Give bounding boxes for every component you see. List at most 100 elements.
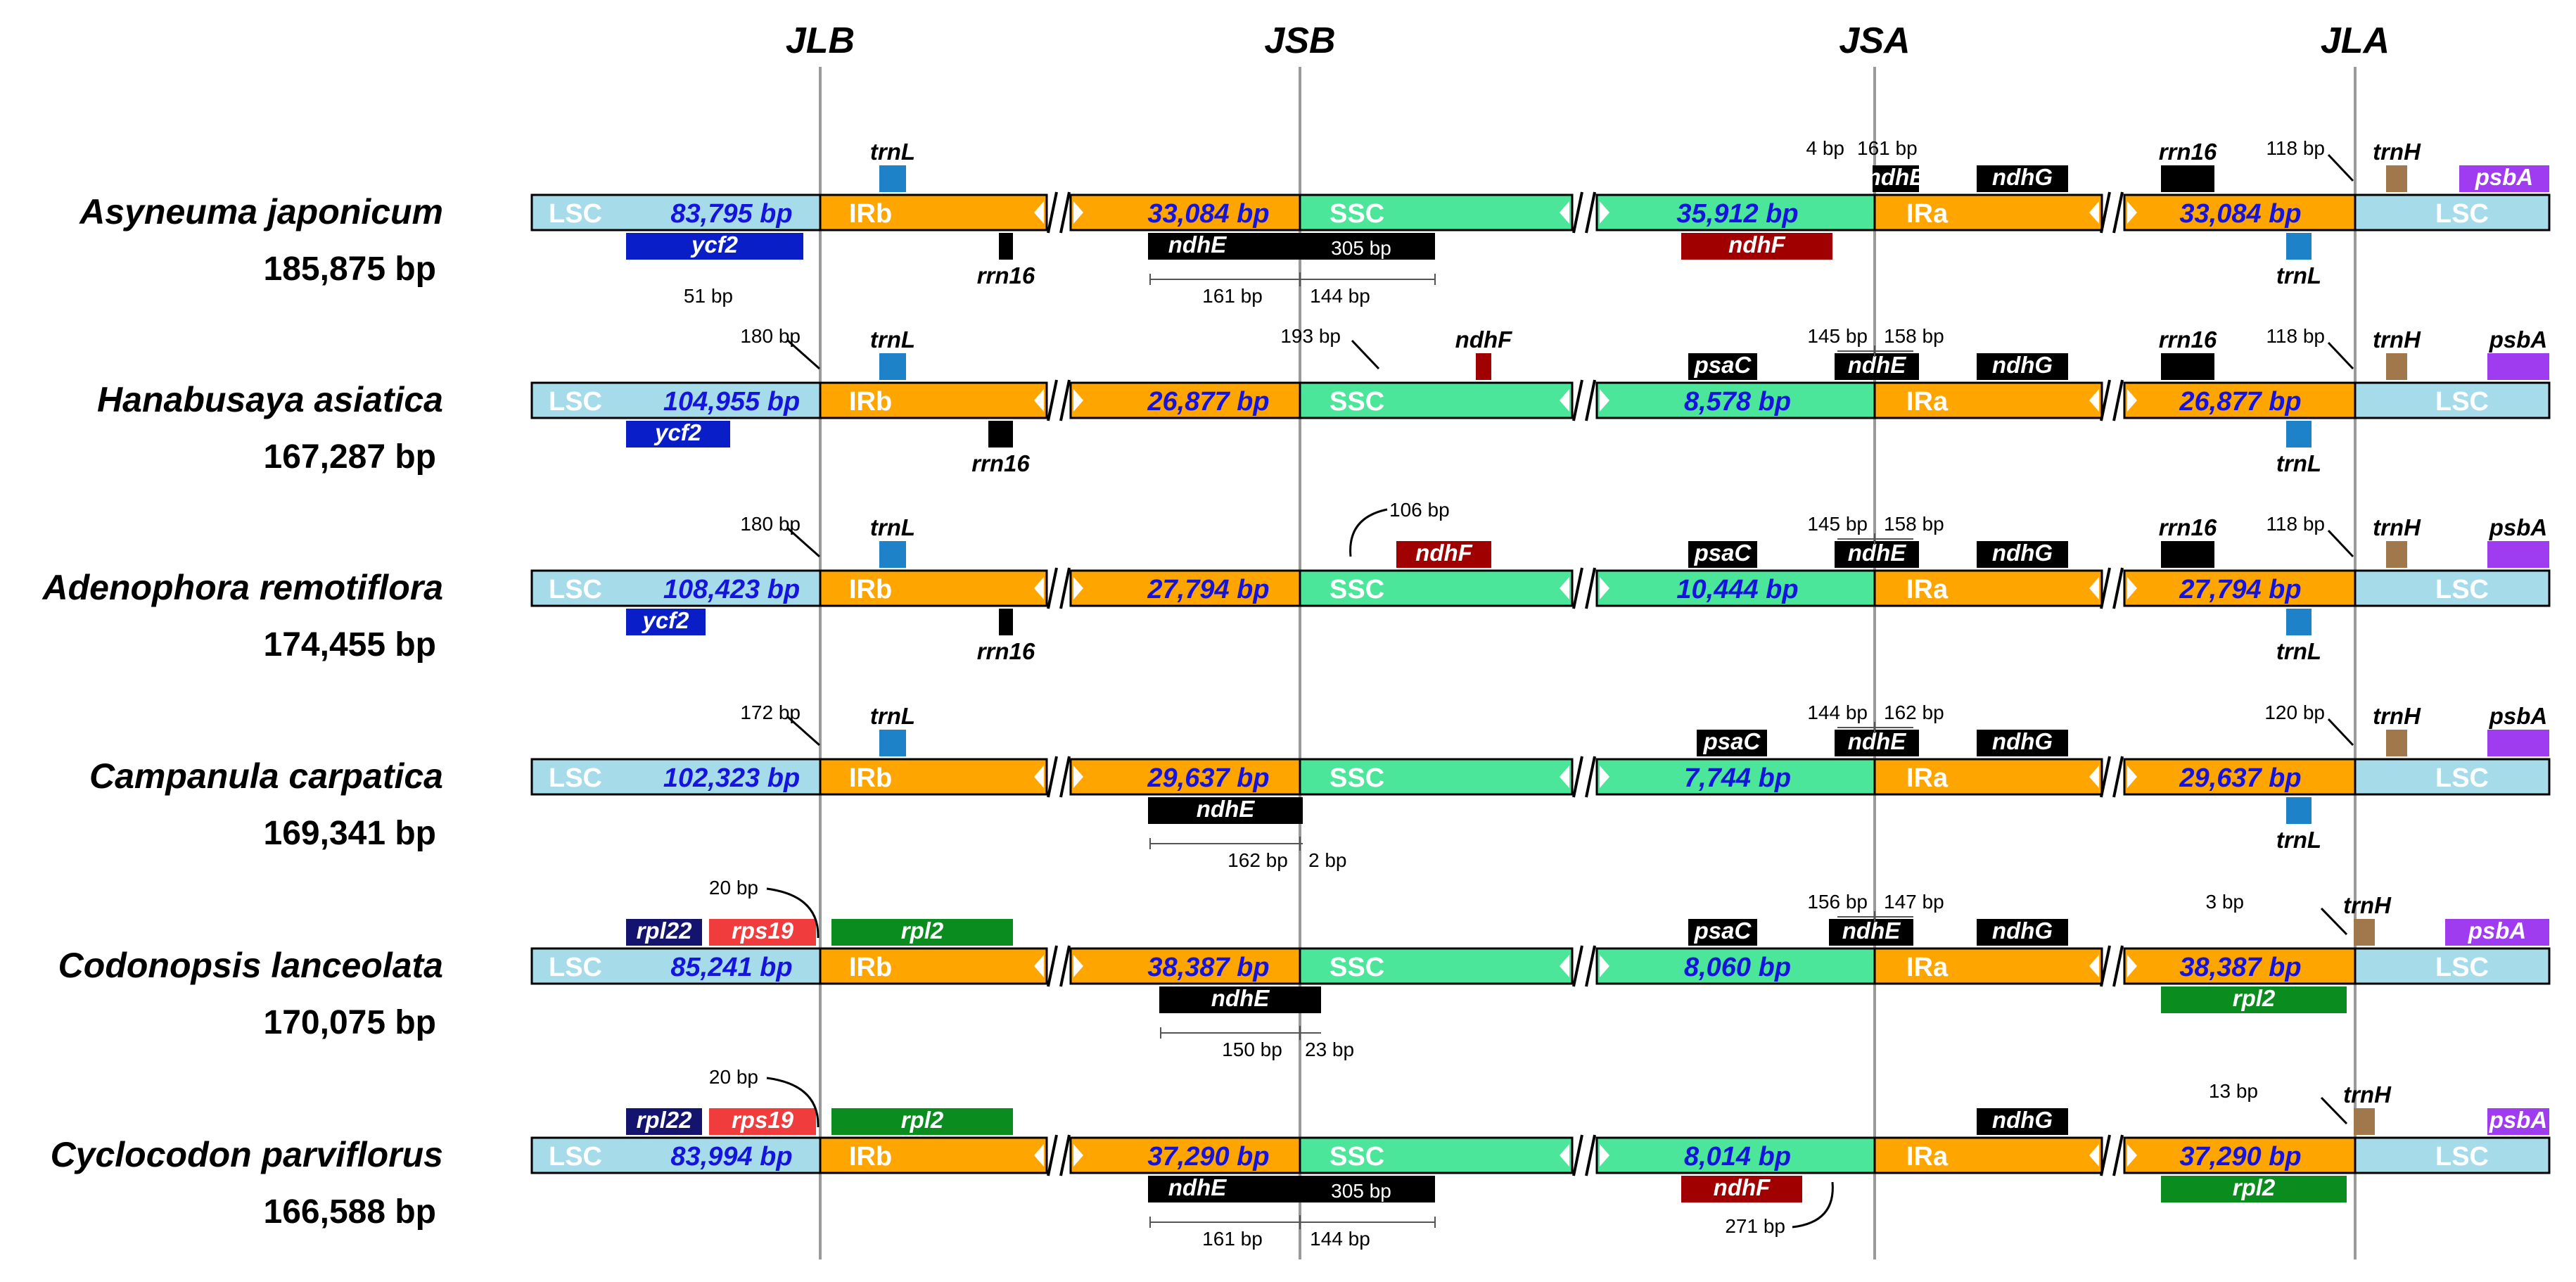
chevron-left-icon: [1034, 577, 1044, 599]
bp-annotation: 23 bp: [1305, 1039, 1354, 1060]
species-name: Asyneuma japonicum: [78, 192, 443, 231]
gene-rpl22-label: rpl22: [637, 918, 693, 944]
gene-ndhG-label: ndhG: [1992, 540, 2053, 566]
ssc-length: 10,444 bp: [1676, 575, 1798, 604]
chevron-right-icon: [2127, 766, 2137, 788]
ir-segment: [2123, 193, 2357, 231]
break-mark: [1572, 567, 1583, 609]
lsc-length: 102,323 bp: [663, 763, 800, 793]
region-label-irb: IRb: [849, 1142, 892, 1172]
gene-ndhE-label: ndhE: [1848, 728, 1906, 754]
junction-header-jla: JLA: [2321, 20, 2390, 61]
gene-ndhE-label: ndhE: [1848, 352, 1906, 378]
gene-trnH-label: trnH: [2343, 892, 2392, 918]
bp-annotation: 147 bp: [1884, 891, 1944, 913]
gene-psbA-box: [2487, 1108, 2549, 1135]
gene-rpl2-label: rpl2: [2233, 1174, 2276, 1200]
gene-ndhE-box: [1835, 730, 1919, 756]
break-mark: [1047, 567, 1058, 609]
irb-segment: [819, 758, 1048, 796]
break-mark: [1047, 945, 1058, 987]
measure-bracket: [1160, 1026, 1321, 1040]
chevron-right-icon: [1600, 389, 1609, 412]
region-label-ira: IRa: [1906, 953, 1949, 982]
bp-annotation: 13 bp: [2209, 1080, 2258, 1102]
ira-segment: [1873, 758, 2103, 796]
chevron-left-icon: [1034, 1144, 1044, 1167]
gene-ndhG-box: [1977, 730, 2068, 756]
lsc-segment: [2354, 758, 2551, 796]
gene-trnL-label: trnL: [870, 326, 915, 353]
species-name: Codonopsis lanceolata: [58, 946, 443, 985]
ssc-length: 35,912 bp: [1676, 199, 1798, 229]
gene-ndhE-box: [1829, 919, 1913, 946]
species-name: Campanula carpatica: [89, 756, 443, 796]
chevron-right-icon: [1600, 577, 1609, 599]
ira-segment: [1873, 569, 2103, 607]
lsc-length: 108,423 bp: [663, 575, 800, 604]
break-mark: [1585, 567, 1596, 609]
gene-psbA-box: [2487, 353, 2549, 380]
gene-rpl2-box: [831, 1108, 1013, 1135]
gene-rpl2-label: rpl2: [901, 918, 944, 944]
gene-trnH-box: [2354, 919, 2375, 946]
gene-trnH-label: trnH: [2373, 703, 2421, 729]
pointer-arrow: [787, 339, 820, 370]
gene-ndhE-box: [1148, 797, 1303, 824]
ssc-length: 8,014 bp: [1684, 1142, 1791, 1172]
region-label-lsc: LSC: [2435, 953, 2489, 982]
bp-annotation: 271 bp: [1725, 1215, 1785, 1237]
chevron-left-icon: [2089, 766, 2099, 788]
measure-bracket: [1149, 1215, 1436, 1229]
ir-segment: [1069, 758, 1301, 796]
break-mark: [2100, 756, 2111, 798]
region-label-ssc: SSC: [1330, 387, 1384, 417]
pointer-arrow: [787, 716, 820, 747]
lsc-length: 83,795 bp: [670, 199, 792, 229]
lsc-segment: [2354, 569, 2551, 607]
genome-size: 167,287 bp: [264, 438, 436, 476]
lsc-segment: [2354, 947, 2551, 985]
bp-annotation: 305 bp: [1331, 237, 1391, 259]
gene-rrn16-box: [999, 233, 1013, 260]
bp-annotation: 118 bp: [2266, 325, 2325, 347]
break-mark: [1047, 756, 1058, 798]
gene-ycf2-box: [626, 609, 706, 635]
bp-annotation: 20 bp: [709, 1066, 758, 1088]
gene-ndhF-label: ndhF: [1455, 326, 1512, 353]
bp-annotation: 120 bp: [2264, 702, 2325, 723]
ssc-segment: [1299, 758, 1574, 796]
break-mark: [1059, 567, 1071, 609]
lsc-segment: [2354, 1136, 2551, 1174]
chevron-left-icon: [2089, 389, 2099, 412]
bp-annotation: 305 bp: [1331, 1180, 1391, 1202]
ira-segment: [1873, 947, 2103, 985]
break-mark: [2112, 945, 2124, 987]
genome-size: 185,875 bp: [264, 250, 436, 288]
species-name: Adenophora remotiflora: [42, 568, 443, 607]
gene-rpl2-label: rpl2: [901, 1107, 944, 1133]
gene-ndhE-label: ndhE: [1168, 231, 1227, 258]
break-mark: [1572, 756, 1583, 798]
gene-trnL-box: [2286, 609, 2312, 635]
gene-ndhG-label: ndhG: [1992, 728, 2053, 754]
region-label-ira: IRa: [1906, 575, 1949, 604]
gene-ndhG-box: [1977, 541, 2068, 568]
gene-trnH-box: [2386, 730, 2407, 756]
ir-segment: [2123, 758, 2357, 796]
species-name: Hanabusaya asiatica: [97, 380, 443, 419]
break-mark: [2100, 945, 2111, 987]
ir-segment: [1069, 193, 1301, 231]
bp-annotation: 144 bp: [1807, 702, 1868, 723]
break-mark: [1047, 191, 1058, 234]
gene-psbA-label: psbA: [2475, 164, 2534, 190]
ir-segment: [1069, 381, 1301, 419]
ira-segment: [1873, 1136, 2103, 1174]
break-mark: [2100, 1134, 2111, 1176]
region-label-lsc: LSC: [549, 763, 602, 793]
ssc-segment: [1299, 381, 1574, 419]
ir-segment: [1069, 569, 1301, 607]
bp-annotation: 162 bp: [1228, 849, 1288, 871]
irb-segment: [819, 381, 1048, 419]
species-rows: Asyneuma japonicum 185,875 bp LSC IRb SSC IRa…: [42, 137, 2551, 1250]
